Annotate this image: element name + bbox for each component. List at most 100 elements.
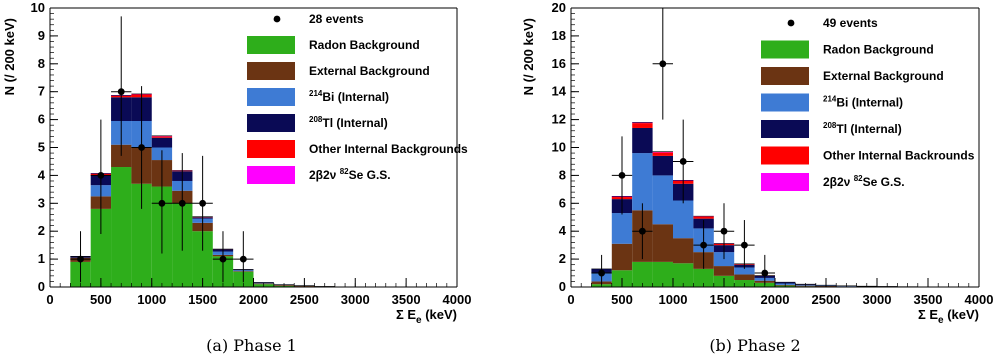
x-axis-label: Σ Ee (keV) [918,307,979,326]
legend-text: Tl (Internal) [322,116,387,130]
legend-swatch-5 [247,166,295,184]
legend-label-2: 214Bi (Internal) [823,95,903,110]
y-tick-label: 14 [552,84,567,99]
y-tick-label: 3 [38,195,45,210]
legend-marker-events [273,15,281,23]
x-axis-label-sub: e [416,315,422,326]
data-point [239,255,247,263]
legend-swatch-0 [247,36,295,54]
bar-segment-2 [673,200,694,239]
legend-marker-events [787,19,795,27]
data-point [178,199,186,207]
legend-label-4: Other Internal Backrounds [823,149,975,163]
y-axis-label: N (/ 200 keV) [2,18,17,95]
x-tick-label: 2000 [761,292,790,307]
y-tick-label: 6 [38,112,45,127]
bar-segment-0 [652,261,673,287]
y-tick-label: 8 [38,56,45,71]
legend: 49 events Radon Background External Backgr… [761,16,975,191]
stacked-bars [591,122,918,288]
legend-text: 2β2ν [823,175,854,189]
event-points [70,16,254,283]
x-axis-label-unit: (keV) [422,307,457,322]
bar-segment-2 [632,153,653,211]
x-tick-label: 2500 [812,292,841,307]
y-tick-label: 6 [559,195,566,210]
x-tick-label: 0 [567,292,574,307]
legend-label-1: External Background [309,64,430,78]
data-point [659,60,667,68]
bar-segment-1 [734,274,755,281]
legend-swatch-1 [247,62,295,80]
y-tick-label: 7 [38,84,45,99]
caption-phase-2: (b) Phase 2 [709,336,801,355]
bar-segment-3 [652,155,673,176]
data-point [199,199,207,207]
bar-segment-0 [632,261,653,287]
legend-label-5: 2β2ν 82Se G.S. [823,174,905,189]
data-point [741,241,748,249]
bar-segment-1 [713,266,735,276]
data-point [77,255,84,263]
x-tick-label: 1500 [710,292,739,307]
legend-sup: 82 [854,174,863,183]
legend-swatch-2 [761,93,809,112]
bar-segment-4 [151,136,173,138]
data-point [700,241,707,249]
y-tick-label: 12 [552,112,566,127]
x-tick-label: 3000 [341,292,370,307]
legend-label-0: Radon Background [823,43,934,57]
y-tick-label: 4 [559,223,567,238]
legend-swatch-4 [247,140,295,158]
data-point [761,269,769,277]
legend-label-events: 49 events [823,16,878,30]
x-tick-label: 3500 [914,292,943,307]
bar-segment-5 [632,122,653,124]
bar-segment-2 [734,267,755,275]
bar-segment-3 [775,282,796,284]
data-point [720,227,728,235]
y-tick-label: 0 [38,279,45,294]
bar-segment-1 [652,224,673,262]
y-tick-label: 1 [38,251,45,266]
bar-segment-0 [192,231,213,287]
legend-text: 2β2ν [309,168,340,182]
y-tick-label: 20 [552,0,566,15]
caption-phase-1: (a) Phase 1 [206,336,297,355]
y-tick-label: 0 [559,279,566,294]
x-axis-label-main: Σ E [918,307,938,322]
y-axis-label: N (/ 200 keV) [521,18,536,95]
legend-label-3: 208Tl (Internal) [309,115,388,130]
y-tick-label: 8 [559,167,566,182]
y-tick-label: 10 [31,0,45,15]
chart-panel-phase-1: 0 1 2 3 4 5 6 7 8 9 10 0 500 1000 1500 2000 2500 3000 3500… [0,0,503,364]
bar-segment-5 [652,151,673,153]
bar-segment-0 [131,183,152,287]
legend-text: Bi (Internal) [322,90,389,104]
bar-segment-2 [652,175,673,225]
legend-label-5: 2β2ν 82Se G.S. [309,167,391,182]
x-tick-label: 3000 [863,292,892,307]
legend-swatch-5 [761,173,809,191]
legend-sup: 214 [309,89,323,98]
legend-swatch-4 [761,146,809,165]
y-tick-label: 18 [552,28,566,43]
legend-text: Se G.S. [349,168,391,182]
y-tick-label: 16 [552,56,566,71]
legend-text: Se G.S. [863,175,905,189]
bar-segment-2 [611,213,633,244]
histogram-phase-2: 0 2 4 6 8 10 12 14 16 18 20 0 500 1000 1500 2000 2500 300… [521,0,994,326]
bar-segment-3 [632,127,653,154]
y-tick-label: 9 [38,28,45,43]
bar-segment-0 [673,263,694,287]
legend-swatch-2 [247,88,295,106]
legend-sup: 208 [823,121,837,130]
x-tick-label: 3500 [392,292,421,307]
data-point [117,88,125,96]
x-tick-label: 1500 [188,292,217,307]
data-point [598,269,605,277]
x-tick-label: 4000 [965,292,994,307]
legend-text: Tl (Internal) [836,122,901,136]
y-tick-label: 10 [552,140,566,155]
x-tick-label: 500 [90,292,112,307]
